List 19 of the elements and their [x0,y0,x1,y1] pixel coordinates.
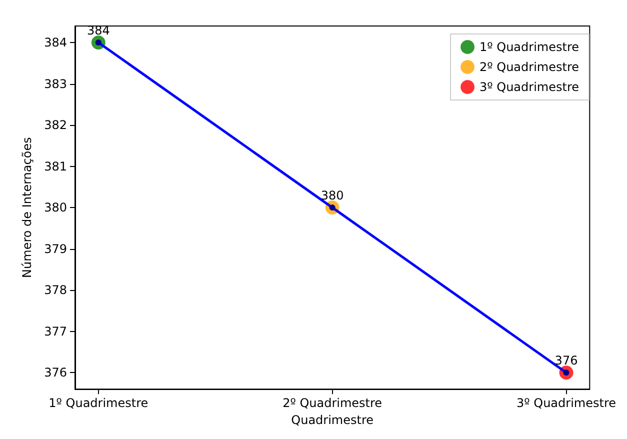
y-axis-title: Número de Internações [20,137,34,278]
y-tick-label: 378 [44,283,67,298]
y-tick-label: 384 [44,36,67,50]
legend-label: 2º Quadrimestre [480,60,580,74]
x-axis-title: Quadrimestre [291,413,374,427]
x-tick-label: 2º Quadrimestre [282,396,382,410]
legend-label: 3º Quadrimestre [480,80,580,94]
y-tick-label: 377 [44,324,67,338]
y-tick-label: 380 [44,200,67,215]
x-tick-label: 3º Quadrimestre [516,396,616,410]
y-tick-label: 383 [44,76,67,91]
y-tick-label: 379 [44,242,67,256]
data-label: 376 [554,354,578,368]
y-tick-label: 382 [44,118,67,132]
legend-label: 1º Quadrimestre [480,40,580,54]
data-label: 380 [320,188,344,203]
x-tick-label: 1º Quadrimestre [48,396,148,410]
y-tick-label: 376 [44,366,67,380]
y-tick-label: 381 [44,159,67,174]
